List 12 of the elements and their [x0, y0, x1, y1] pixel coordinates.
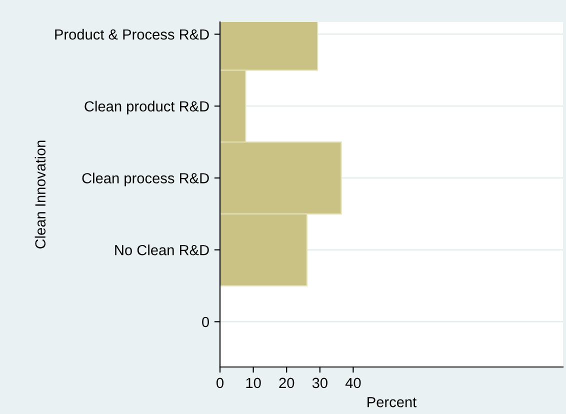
x-tick-label: 0: [216, 378, 224, 388]
y-tick-label: 0: [202, 316, 210, 328]
y-axis-title: Clean Innovation: [34, 140, 46, 248]
x-axis-title: Percent: [368, 397, 417, 408]
x-tick-label: 40: [345, 378, 361, 388]
x-tick-label: 10: [246, 378, 261, 388]
y-tick-label: Clean product R&D: [84, 100, 209, 114]
y-tick-label: No Clean R&D: [115, 244, 209, 256]
y-tick-label: Clean process R&D: [82, 172, 209, 186]
x-tick-label: 20: [279, 378, 294, 388]
x-tick-label: 30: [312, 378, 328, 388]
y-tick-label: Product & Process R&D: [55, 28, 209, 40]
